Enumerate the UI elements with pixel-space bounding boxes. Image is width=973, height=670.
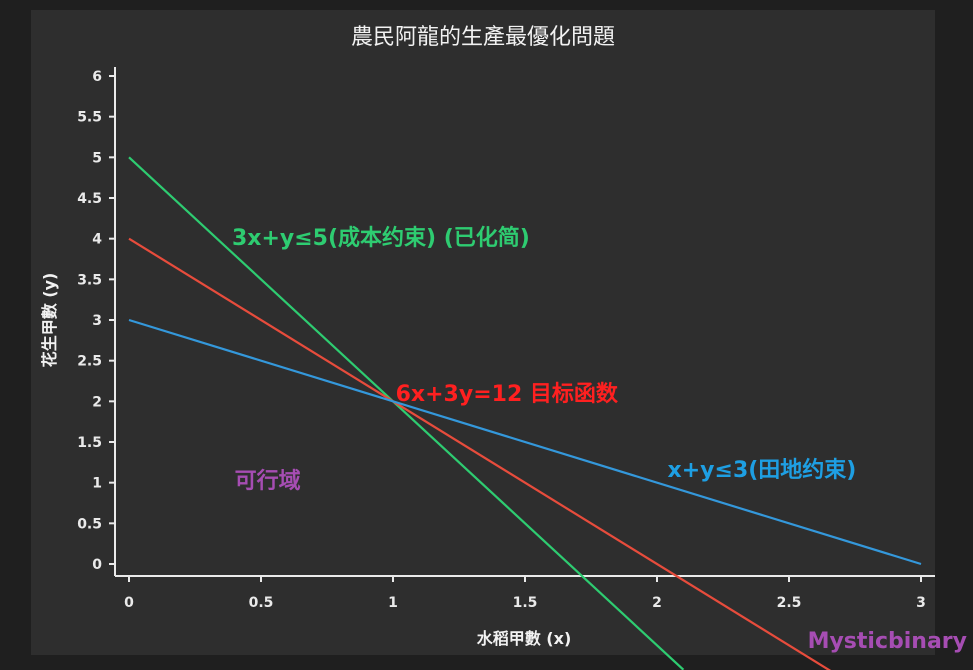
x-tick-label: 0: [124, 595, 134, 611]
x-tick-label: 1.5: [513, 595, 538, 611]
annotation-label: x+y≤3(田地约束): [668, 457, 857, 483]
y-tick-label: 2.5: [77, 354, 102, 370]
y-tick-label: 3: [92, 313, 102, 329]
y-tick-label: 6: [92, 69, 102, 85]
y-axis-label: 花生甲數 (y): [40, 273, 59, 368]
x-tick-label: 1: [388, 595, 398, 611]
series-line: [128, 237, 832, 670]
series-line: [128, 156, 685, 670]
y-tick-label: 1.5: [77, 435, 102, 451]
y-tick-label: 4.5: [77, 191, 102, 207]
series-line: [128, 318, 922, 566]
y-tick-label: 5.5: [77, 110, 102, 126]
y-ticks: 0 0.5 1 1.5 2 2.5 3 3.5 4 4.5 5 5.5 6: [77, 69, 115, 573]
x-ticks: 0 0.5 1 1.5 2 2.5 3: [124, 576, 926, 611]
annotations: 3x+y≤5(成本约束) (已化简) 6x+3y=12 目标函数 x+y≤3(田地约…: [232, 225, 856, 494]
y-tick-label: 4: [92, 232, 102, 248]
y-tick-label: 2: [92, 394, 102, 410]
y-tick-label: 3.5: [77, 272, 102, 288]
x-axis-label: 水稻甲數 (x): [477, 629, 572, 648]
x-tick-label: 2.5: [777, 595, 802, 611]
x-tick-label: 3: [916, 595, 926, 611]
y-tick-label: 1: [92, 476, 102, 492]
annotation-label: 6x+3y=12 目标函数: [396, 381, 619, 407]
plot-panel: [31, 10, 935, 655]
watermark: Mysticbinary: [808, 629, 967, 654]
series-lines: [128, 156, 922, 670]
axes: 0 0.5 1 1.5 2 2.5 3 3.5 4 4.5 5 5.5 6 0 0.5 1 1.5 2 2.5 3: [77, 67, 935, 611]
annotation-label: 3x+y≤5(成本约束) (已化简): [232, 225, 530, 251]
y-tick-label: 0.5: [77, 516, 102, 532]
chart-title: 農民阿龍的生產最優化問題: [351, 25, 615, 50]
y-tick-label: 5: [92, 150, 102, 166]
annotation-label: 可行域: [235, 468, 301, 494]
x-tick-label: 0.5: [249, 595, 274, 611]
y-tick-label: 0: [92, 557, 102, 573]
x-tick-label: 2: [652, 595, 662, 611]
